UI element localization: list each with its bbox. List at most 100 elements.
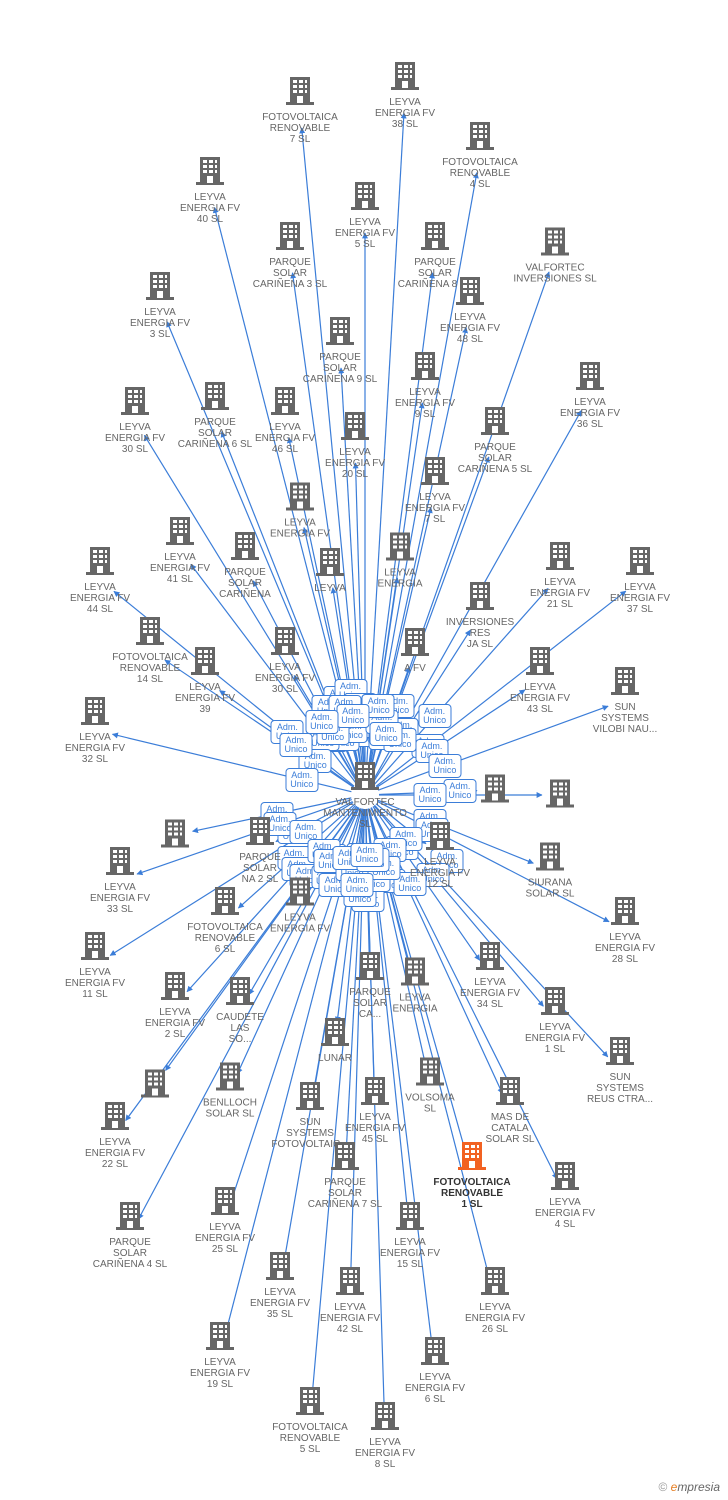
- edge-line: [367, 173, 476, 782]
- edge-label: Adm. Unico: [383, 728, 416, 752]
- building-icon: [271, 385, 299, 420]
- node-label: LEYVA ENERGIA FV 36 SL: [530, 397, 650, 430]
- building-icon: [351, 180, 379, 215]
- edge-label: Adm. Unico: [347, 843, 380, 867]
- network-node: LEYVA ENERGIA FV 26 SL: [435, 1265, 555, 1335]
- edge-label: Adm. Unico: [443, 779, 476, 803]
- edge-label: Adm. Unico: [362, 694, 395, 718]
- edge-line: [214, 207, 361, 781]
- building-icon: [276, 220, 304, 255]
- network-node: FOTOVOLTAICA RENOVABLE 14 SL: [90, 615, 210, 685]
- network-node: LEYVA ENERGIA FV 11 SL: [35, 930, 155, 1000]
- network-node: LEYVA ENERGIA FV 41 SL: [120, 515, 240, 585]
- network-node: VOLSOMA SL: [370, 1056, 490, 1115]
- building-icon: [546, 540, 574, 575]
- network-node-highlight: FOTOVOLTAICA RENOVABLE 1 SL: [412, 1140, 532, 1210]
- building-icon: [401, 956, 429, 991]
- node-label: LEYVA ENERGIA FV 5 SL: [305, 217, 425, 250]
- building-icon: [481, 405, 509, 440]
- node-label: LEYVA ENERGIA FV 32 SL: [35, 732, 155, 765]
- edge-label: Adm. Unico: [315, 728, 348, 752]
- edge-label: Adm. Unico: [415, 818, 448, 842]
- network-node: LEYVA ENERGIA FV 33 SL: [60, 845, 180, 915]
- node-label: LEYVA ENERGIA FV 39: [145, 682, 265, 715]
- network-node: SUN SYSTEMS VILOBI NAU...: [565, 665, 685, 735]
- edge-label: Adm. Unico: [366, 851, 399, 875]
- node-label: VOLSOMA SL: [370, 1093, 490, 1115]
- building-icon: [476, 940, 504, 975]
- building-icon: [356, 950, 384, 985]
- edge-label: Adm. Unico: [305, 710, 338, 734]
- building-icon: [141, 1068, 169, 1103]
- edge-label: Adm. Unico: [356, 848, 389, 872]
- network-node: LEYVA ENERGIA FV 20 SL: [295, 410, 415, 480]
- network-node: LEYVA ENERGIA FV 21 SL: [500, 540, 620, 610]
- node-label: PARQUE SOLAR CARIÑENA 9 SL: [280, 352, 400, 385]
- edge-label: Adm. Unico: [343, 693, 376, 717]
- building-icon: [211, 1185, 239, 1220]
- edge-line: [370, 457, 489, 782]
- edge-label: Adm. Unico: [385, 718, 418, 742]
- node-label: LEYVA ENERGIA FV 6 SL: [375, 1372, 495, 1405]
- building-icon: [606, 1035, 634, 1070]
- node-label: LEYVA ENERGIA FV 43 SL: [480, 682, 600, 715]
- edge-label: Adm. Unico: [332, 846, 365, 870]
- edge-label: Adm. Unico: [341, 873, 374, 897]
- network-node: LEYVA ENERGIA FV 6 SL: [375, 1335, 495, 1405]
- network-node: LEYVA ENERGIA: [340, 531, 460, 590]
- building-icon: [211, 885, 239, 920]
- edge-label: Adm. Unico: [357, 714, 390, 738]
- building-icon: [286, 481, 314, 516]
- network-node: LEYVA ENERGIA FV 1 SL: [495, 985, 615, 1055]
- network-node: [500, 778, 620, 813]
- edge-label: Adm. Unico: [381, 694, 414, 718]
- network-node: FOTOVOLTAICA RENOVABLE 5 SL: [250, 1385, 370, 1455]
- network-node: SUN SYSTEMS FOTOVOLTAIC...: [250, 1080, 370, 1150]
- network-node: LEYVA ENERGIA FV 12 SL: [380, 820, 500, 890]
- node-label: FOTOVOLTAICA RENOVABLE 14 SL: [90, 652, 210, 685]
- node-label: LEYVA ENERGIA FV 26 SL: [435, 1302, 555, 1335]
- edge-line: [302, 128, 364, 781]
- node-label: VALFORTEC INVERSIONES SL: [495, 263, 615, 285]
- node-label: PARQUE SOLAR CA...: [310, 987, 430, 1020]
- edge-label: Adm. Unico: [413, 809, 446, 833]
- building-icon: [456, 275, 484, 310]
- edge-label: Adm. Unico: [353, 703, 386, 727]
- node-label: LEYVA ENERGIA FV 46 SL: [225, 422, 345, 455]
- edge-label: Adm. Unico: [335, 719, 368, 743]
- edge-label: Adm. Unico: [334, 679, 367, 703]
- edge-line: [231, 808, 361, 1203]
- network-node: FOTOVOLTAICA RENOVABLE 6 SL: [165, 885, 285, 955]
- network-node: LEYVA ENERGIA FV 42 SL: [290, 1265, 410, 1335]
- network-node: FOTOVOLTAICA RENOVABLE 7 SL: [240, 75, 360, 145]
- node-label: LEYVA ENERGIA FV 12 SL: [380, 857, 500, 890]
- footer-attribution: © empresia: [658, 1480, 720, 1494]
- network-node: SIURANA SOLAR SL: [490, 841, 610, 900]
- building-icon: [541, 226, 569, 261]
- network-node: LEYVA ENERGIA FV 34 SL: [430, 940, 550, 1010]
- node-label: FOTOVOLTAICA RENOVABLE 5 SL: [250, 1422, 370, 1455]
- node-label: SUN SYSTEMS FOTOVOLTAIC...: [250, 1117, 370, 1150]
- building-icon: [396, 1200, 424, 1235]
- node-label: LEYVA ENERGIA FV 11 SL: [35, 967, 155, 1000]
- edge-line: [379, 791, 477, 795]
- network-node: LEYVA ENERGIA FV 30 SL: [75, 385, 195, 455]
- edge-line: [378, 800, 533, 863]
- edge-label: Adm. Unico: [373, 869, 406, 893]
- edge-label: Adm. Unico: [281, 857, 314, 881]
- building-icon: [86, 545, 114, 580]
- node-label: LEYVA ENERGIA FV 3 SL: [100, 307, 220, 340]
- building-icon: [371, 1400, 399, 1435]
- edge-line: [373, 806, 480, 960]
- building-icon: [196, 155, 224, 190]
- edge-line: [193, 798, 352, 831]
- node-label: LEYVA ENERGIA FV 8 SL: [325, 1437, 445, 1470]
- edge-line: [341, 368, 364, 781]
- network-node: LEYVA ENERGIA FV 28 SL: [565, 895, 685, 965]
- network-node: PARQUE SOLAR CARIÑENA 6 SL: [155, 380, 275, 450]
- edge-line: [368, 508, 431, 782]
- edge-line: [312, 809, 364, 1402]
- network-node-center: VALFORTEC MANTENIMIENTO SL: [305, 760, 425, 830]
- edge-label: Adm. Unico: [326, 727, 359, 751]
- edge-line: [365, 809, 369, 967]
